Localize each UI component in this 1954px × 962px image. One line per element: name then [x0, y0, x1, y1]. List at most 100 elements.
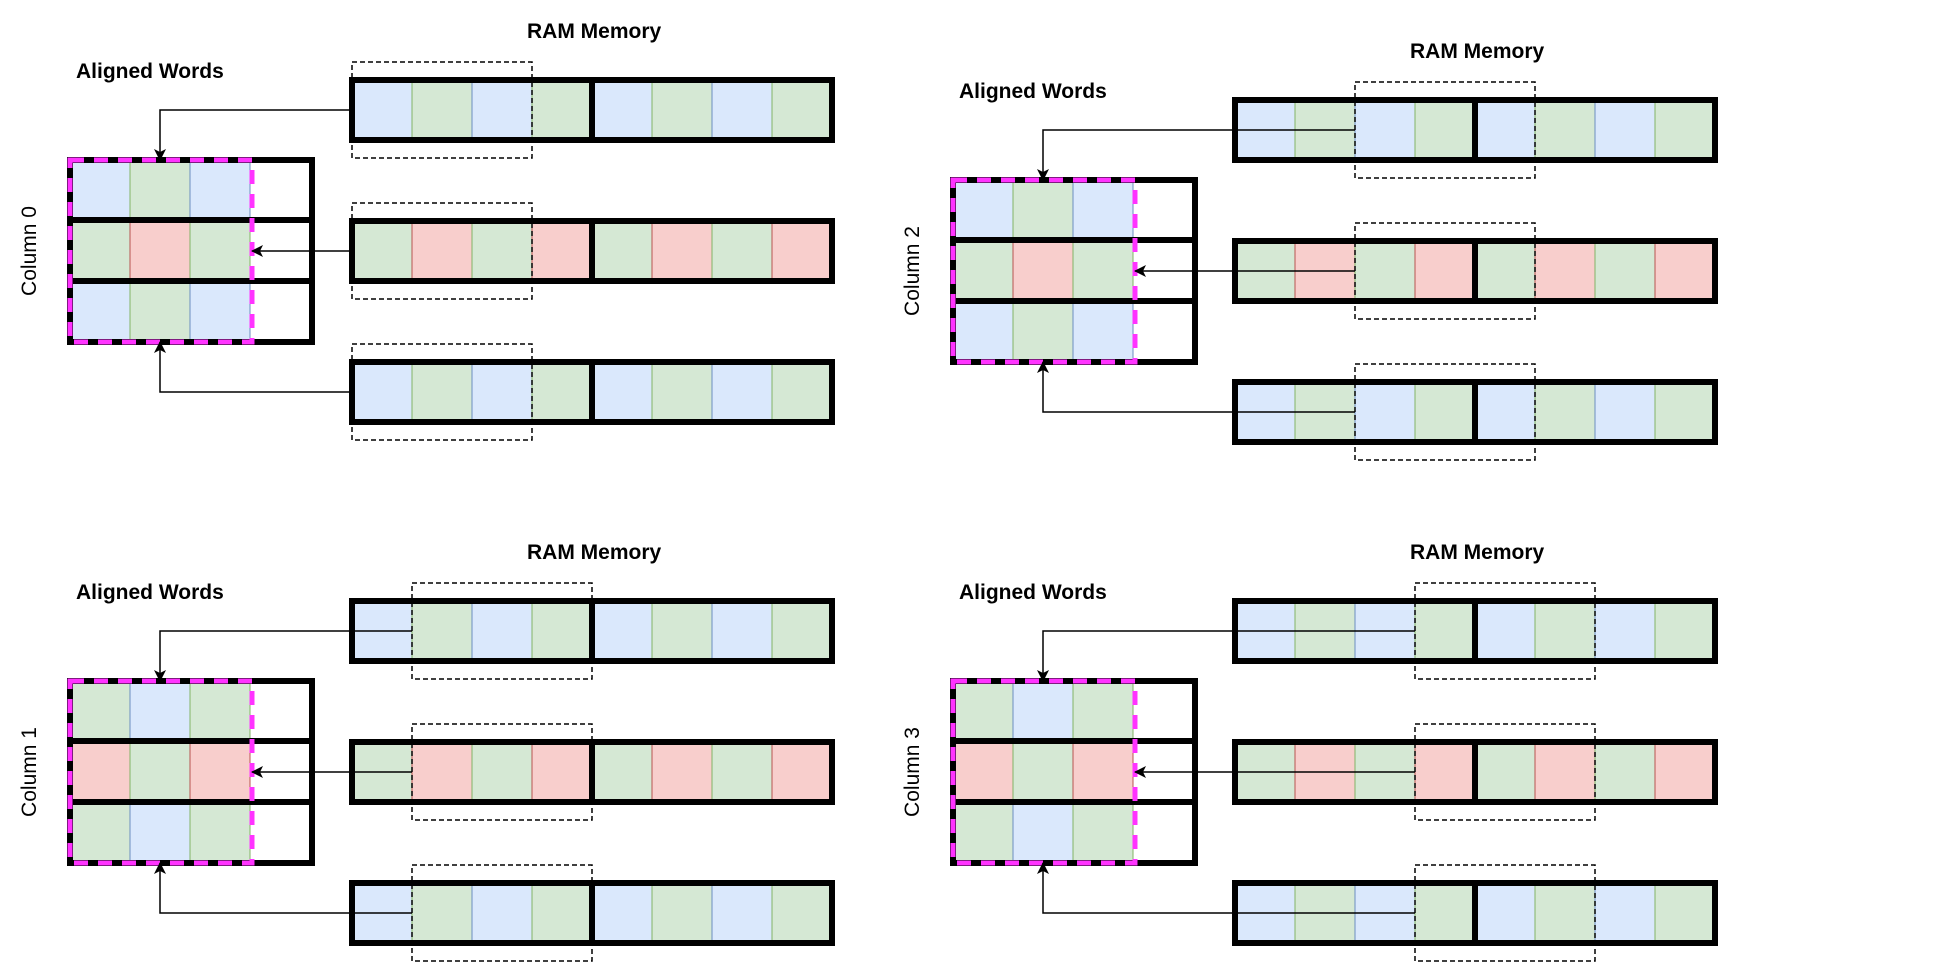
aligned-cell-green — [1012, 179, 1074, 242]
panel-column-3: RAM Memory Aligned Words Column 3 — [901, 541, 1718, 962]
ram-cell-red — [1414, 741, 1476, 803]
ram-cell-blue — [1594, 882, 1656, 944]
column-label: Column 1 — [18, 727, 41, 817]
ram-row-1 — [349, 723, 835, 821]
fetch-arrow-bottom — [1037, 361, 1355, 413]
ram-cell-blue — [1474, 381, 1536, 443]
fetch-arrow-bottom — [154, 341, 352, 393]
ram-cell-blue — [351, 361, 413, 423]
ram-cell-red — [771, 741, 833, 803]
aligned-cell-green — [1072, 680, 1134, 743]
ram-cell-blue — [1594, 381, 1656, 443]
ram-cell-blue — [1474, 99, 1536, 161]
ram-cell-green — [651, 882, 713, 944]
ram-cell-red — [771, 220, 833, 282]
aligned-cell-blue — [69, 159, 131, 222]
ram-cell-green — [1414, 381, 1476, 443]
ram-cell-green — [411, 79, 473, 141]
ram-cell-green — [531, 79, 593, 141]
fetch-arrow-top — [1037, 129, 1355, 181]
ram-cell-green — [651, 361, 713, 423]
ram-cell-green — [771, 79, 833, 141]
ram-cell-red — [1534, 240, 1596, 302]
ram-memory-title: RAM Memory — [1410, 541, 1545, 564]
ram-cell-red — [651, 220, 713, 282]
ram-word-frame — [1472, 97, 1718, 163]
aligned-cell-green — [129, 159, 191, 222]
aligned-cell-red — [69, 741, 131, 803]
ram-memory-title: RAM Memory — [527, 20, 662, 43]
ram-word-frame — [589, 77, 835, 143]
ram-cell-blue — [1474, 882, 1536, 944]
ram-row-2 — [349, 343, 835, 441]
fetch-arrow-top — [154, 630, 412, 682]
column-label: Column 3 — [901, 727, 924, 817]
ram-cell-red — [411, 220, 473, 282]
aligned-cell-red — [952, 741, 1014, 803]
aligned-cell-blue — [1012, 680, 1074, 743]
aligned-cell-green — [69, 680, 131, 743]
aligned-cell-green — [952, 680, 1014, 743]
ram-cell-blue — [711, 600, 773, 662]
aligned-cell-green — [952, 801, 1014, 864]
fetch-arrow-bottom — [1037, 862, 1415, 914]
ram-cell-red — [1414, 240, 1476, 302]
fetch-arrow-bottom — [154, 862, 412, 914]
ram-cell-green — [1534, 600, 1596, 662]
column-label: Column 2 — [901, 226, 924, 316]
ram-cell-blue — [471, 600, 533, 662]
ram-cell-blue — [351, 79, 413, 141]
ram-cell-green — [1534, 381, 1596, 443]
ram-row-0 — [349, 582, 835, 680]
ram-cell-red — [1654, 741, 1716, 803]
aligned-cell-red — [189, 741, 251, 803]
ram-cell-green — [1654, 882, 1716, 944]
aligned-cell-green — [952, 240, 1014, 302]
ram-cell-green — [471, 220, 533, 282]
ram-cell-red — [1654, 240, 1716, 302]
ram-cell-green — [771, 361, 833, 423]
aligned-words-block — [950, 177, 1198, 365]
ram-cell-green — [1354, 240, 1416, 302]
ram-word-frame — [1472, 379, 1718, 445]
ram-cell-green — [1654, 600, 1716, 662]
ram-cell-blue — [1354, 99, 1416, 161]
ram-cell-green — [1534, 882, 1596, 944]
ram-word-frame — [589, 218, 835, 284]
ram-cell-blue — [1354, 381, 1416, 443]
ram-cell-green — [351, 220, 413, 282]
aligned-cell-blue — [129, 680, 191, 743]
aligned-cell-blue — [1072, 300, 1134, 363]
ram-row-1 — [349, 202, 835, 300]
ram-cell-blue — [711, 361, 773, 423]
aligned-cell-blue — [69, 280, 131, 343]
ram-memory-title: RAM Memory — [1410, 40, 1545, 63]
ram-cell-green — [1414, 99, 1476, 161]
aligned-cell-red — [129, 220, 191, 282]
fetch-arrow-top — [1037, 630, 1415, 682]
ram-cell-green — [771, 882, 833, 944]
ram-cell-green — [411, 882, 473, 944]
ram-cell-green — [651, 79, 713, 141]
ram-cell-green — [531, 361, 593, 423]
ram-cell-green — [1654, 99, 1716, 161]
aligned-cell-blue — [952, 179, 1014, 242]
aligned-cell-blue — [189, 159, 251, 222]
ram-cell-red — [531, 741, 593, 803]
ram-cell-green — [1654, 381, 1716, 443]
aligned-cell-green — [1072, 801, 1134, 864]
ram-cell-green — [411, 600, 473, 662]
ram-cell-green — [1594, 741, 1656, 803]
aligned-cell-blue — [189, 280, 251, 343]
column-label: Column 0 — [18, 206, 41, 296]
ram-word-frame — [589, 359, 835, 425]
ram-cell-blue — [711, 79, 773, 141]
aligned-cell-green — [129, 280, 191, 343]
aligned-words-title: Aligned Words — [959, 80, 1107, 103]
ram-cell-blue — [471, 882, 533, 944]
ram-row-0 — [349, 61, 835, 159]
panel-column-2: RAM Memory Aligned Words Column 2 — [901, 40, 1718, 461]
ram-cell-blue — [1594, 600, 1656, 662]
aligned-words-title: Aligned Words — [76, 60, 224, 83]
